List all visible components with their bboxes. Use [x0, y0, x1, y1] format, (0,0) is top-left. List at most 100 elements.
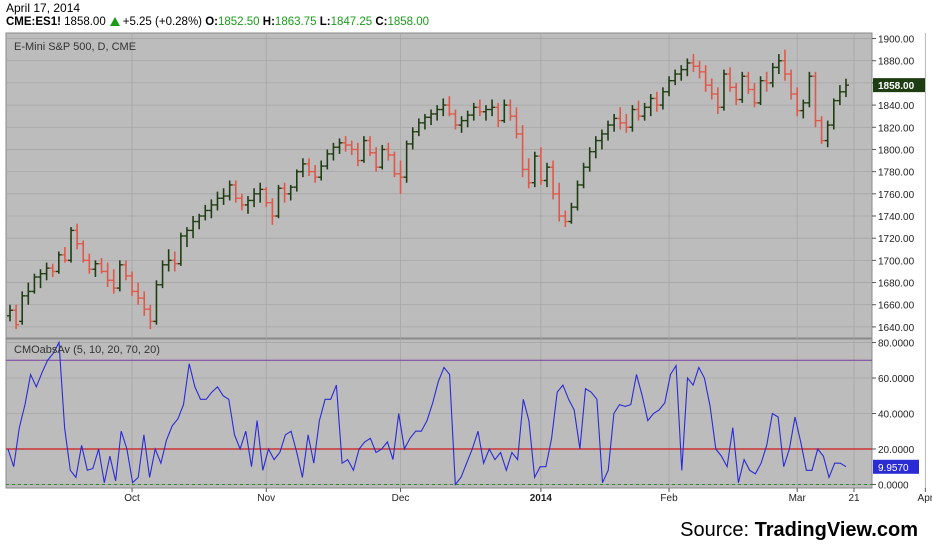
price-tick-label: 1720.00 — [878, 234, 915, 245]
ohlc-bar — [257, 182, 264, 203]
ohlc-bar — [232, 180, 239, 203]
last-price: 1858.00 — [64, 16, 106, 28]
ohlc-bar — [367, 136, 374, 157]
ohlc-bar — [781, 49, 788, 81]
oscillator-tick-label: 80.0000 — [878, 339, 915, 350]
price-chart-title: E-Mini S&P 500, D, CME — [14, 41, 136, 53]
source-prefix: Source: — [680, 519, 755, 541]
ohlc-bar — [306, 158, 313, 177]
ohlc-bar — [31, 273, 38, 294]
ohlc-bar — [788, 69, 795, 100]
ohlc-bar — [659, 87, 666, 110]
ohlc-bar — [391, 151, 398, 178]
chart-area[interactable]: 1900.001880.001860.001840.001820.001800.… — [0, 0, 932, 510]
ohlc-bar — [61, 247, 68, 263]
ohlc-bar — [489, 99, 496, 117]
ohlc-bar — [55, 251, 62, 274]
ohlc-bar — [74, 223, 81, 250]
price-change: +5.25 (+0.28%) — [122, 16, 203, 28]
ohlc-bar — [684, 58, 691, 77]
ohlc-bar — [720, 69, 727, 111]
price-tick-label: 1760.00 — [878, 190, 915, 201]
oscillator-tick-label: 40.0000 — [878, 410, 915, 421]
ohlc-bar — [464, 110, 471, 128]
ohlc-bar — [708, 78, 715, 100]
ohlc-bar — [251, 188, 258, 208]
ohlc-bar — [818, 116, 825, 144]
ohlc-bar — [397, 160, 404, 194]
ohlc-bar — [190, 216, 197, 239]
ohlc-bar — [43, 262, 50, 281]
price-tick-label: 1800.00 — [878, 145, 915, 156]
ohlc-bar — [104, 262, 111, 287]
ohlc-bar — [385, 142, 392, 161]
ohlc-bar — [141, 291, 148, 316]
ohlc-bar — [110, 269, 117, 294]
price-tick-label: 1680.00 — [878, 279, 915, 290]
ohlc-bar — [672, 69, 679, 86]
ohlc-bar — [696, 60, 703, 79]
ohlc-bar — [299, 158, 306, 178]
ohlc-bar — [409, 127, 416, 150]
oscillator-axis[interactable]: 80.0000 60.0000 40.0000 20.0000 0.0000 9.9570 — [872, 339, 919, 492]
ohlc-bar — [653, 91, 660, 112]
ohlc-bar — [336, 138, 343, 154]
ohlc-bar — [556, 182, 563, 222]
ohlc-bar — [226, 180, 233, 201]
last-price-label: 1858.00 — [878, 81, 915, 92]
price-panel[interactable] — [5, 32, 873, 339]
ohlc-bar — [122, 260, 129, 281]
ohlc-bar — [714, 87, 721, 114]
ohlc-bar — [800, 99, 807, 119]
high-value: 1863.75 — [274, 16, 317, 28]
price-tick-label: 1660.00 — [878, 301, 915, 312]
price-axis[interactable]: 1900.001880.001860.001840.001820.001800.… — [872, 35, 925, 334]
oscillator-tick-label: 60.0000 — [878, 374, 915, 385]
ohlc-bar — [373, 147, 380, 172]
ohlc-bar — [318, 160, 325, 181]
ohlc-bar — [763, 71, 770, 92]
ohlc-bar — [580, 162, 587, 189]
ohlc-bar — [495, 102, 502, 128]
time-tick-label: 2014 — [530, 493, 553, 504]
ohlc-bar — [415, 118, 422, 137]
ohlc-bar — [757, 76, 764, 106]
ohlc-bar — [739, 71, 746, 103]
ohlc-bar — [208, 199, 215, 219]
ohlc-bar — [836, 85, 843, 106]
oscillator-tick-label: 20.0000 — [878, 445, 915, 456]
ohlc-bar — [324, 149, 331, 170]
time-tick-label: Dec — [392, 493, 410, 504]
price-tick-label: 1900.00 — [878, 35, 915, 46]
close-value: 1858.00 — [387, 16, 430, 28]
ohlc-bar — [769, 62, 776, 88]
open-value: 1852.50 — [218, 16, 260, 28]
ohlc-bar — [470, 102, 477, 121]
ohlc-bar — [751, 82, 758, 108]
ohlc-bar — [623, 113, 630, 133]
ohlc-bar — [159, 260, 166, 289]
ohlc-bar — [592, 136, 599, 159]
time-axis[interactable]: Oct Nov Dec 2014 Feb Mar Apr 21 — [124, 488, 932, 504]
time-tick-label: Oct — [124, 493, 140, 504]
ohlc-bar — [220, 188, 227, 205]
ohlc-bar — [354, 142, 361, 167]
ohlc-bar — [98, 258, 105, 274]
ohlc-bar — [92, 260, 99, 277]
ohlc-bar — [153, 280, 160, 325]
price-tick-label: 1700.00 — [878, 256, 915, 267]
ohlc-bar — [482, 105, 489, 121]
ohlc-bar — [531, 151, 538, 188]
symbol-label[interactable]: CME:ES1! — [6, 16, 61, 28]
ohlc-bar — [458, 116, 465, 133]
ohlc-bar — [214, 191, 221, 211]
price-tick-label: 1840.00 — [878, 101, 915, 112]
ohlc-bar — [360, 136, 367, 163]
oscillator-series-line — [7, 340, 847, 486]
ohlc-bar — [476, 99, 483, 117]
ohlc-bar — [135, 282, 142, 305]
ohlc-bar — [330, 142, 337, 161]
ohlc-bar — [275, 184, 282, 219]
ohlc-bar — [617, 107, 624, 130]
oscillator-tick-label: 0.0000 — [878, 480, 909, 491]
